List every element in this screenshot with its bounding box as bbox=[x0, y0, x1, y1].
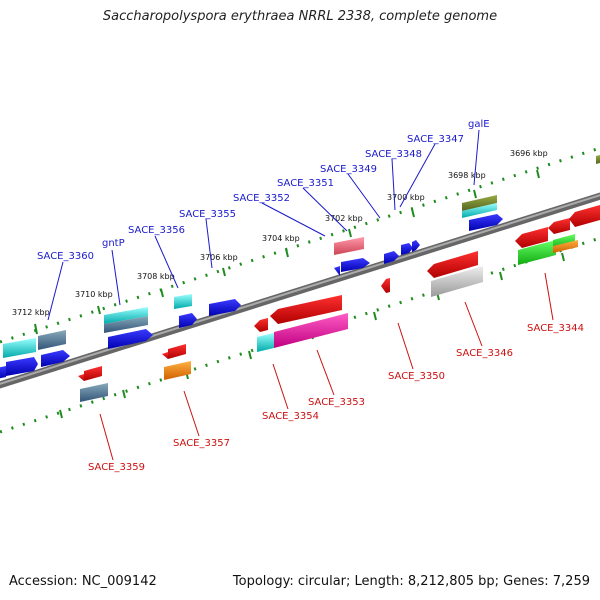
gene-box bbox=[462, 203, 497, 218]
genome-backbone-highlight bbox=[0, 194, 600, 385]
bottom-leader-lines bbox=[99, 272, 554, 461]
gene-box bbox=[553, 240, 578, 253]
gene-label-bottom: SACE_3359 bbox=[88, 462, 145, 473]
accession-label: Accession: NC_009142 bbox=[9, 574, 157, 589]
gene-arrow bbox=[209, 299, 241, 316]
gene-box bbox=[174, 294, 192, 309]
gene-label-top: SACE_3349 bbox=[320, 164, 377, 175]
gene-label-top: gntP bbox=[102, 238, 125, 249]
kbp-label: 3710 kbp bbox=[75, 290, 113, 299]
gene-arrow bbox=[84, 366, 102, 381]
genome-title: Saccharopolyspora erythraea NRRL 2338, c… bbox=[102, 9, 498, 24]
gene-box bbox=[164, 361, 191, 380]
gene-label-bottom: SACE_3353 bbox=[308, 397, 365, 408]
gene-label-top: SACE_3352 bbox=[233, 193, 290, 204]
kbp-label: 3704 kbp bbox=[262, 234, 300, 243]
kbp-label: 3706 kbp bbox=[200, 253, 238, 262]
kbp-label: 3696 kbp bbox=[510, 149, 548, 158]
gene-label-bottom: SACE_3346 bbox=[456, 348, 513, 359]
gene-box bbox=[38, 330, 66, 350]
gene-label-top: SACE_3355 bbox=[179, 209, 236, 220]
gene-label-bottom: SACE_3344 bbox=[527, 323, 584, 334]
gene-label-top: SACE_3356 bbox=[128, 225, 185, 236]
gene-box bbox=[104, 316, 148, 333]
gene-label-top: galE bbox=[468, 119, 490, 130]
gene-box bbox=[257, 333, 274, 352]
gene-arrow bbox=[78, 374, 84, 381]
kbp-label: 3712 kbp bbox=[12, 308, 50, 317]
kbp-label: 3700 kbp bbox=[387, 193, 425, 202]
gene-arrow bbox=[41, 350, 70, 367]
gene-box bbox=[3, 338, 36, 358]
gene-label-top: SACE_3351 bbox=[277, 178, 334, 189]
gene-arrow bbox=[515, 227, 548, 248]
kbp-label: 3698 kbp bbox=[448, 171, 486, 180]
gene-arrow bbox=[162, 352, 168, 359]
gene-box bbox=[334, 237, 364, 255]
gene-label-bottom: SACE_3354 bbox=[262, 411, 319, 422]
gene-box bbox=[104, 307, 148, 324]
gene-arrow bbox=[384, 251, 399, 264]
gene-arrow bbox=[270, 295, 342, 324]
kbp-label: 3708 kbp bbox=[137, 272, 175, 281]
gene-arrow bbox=[381, 278, 390, 293]
top-leader-lines bbox=[47, 129, 480, 321]
gene-label-top: SACE_3360 bbox=[37, 251, 94, 262]
gene-arrow bbox=[254, 318, 268, 332]
gene-box bbox=[596, 155, 600, 164]
gene-arrow bbox=[0, 366, 6, 379]
gene-arrow bbox=[6, 357, 38, 376]
gene-arrow bbox=[569, 205, 600, 227]
gene-arrow bbox=[108, 329, 153, 349]
gene-box bbox=[431, 266, 483, 297]
gene-label-bottom: SACE_3357 bbox=[173, 438, 230, 449]
gene-arrow bbox=[548, 218, 570, 234]
gene-arrow bbox=[469, 214, 503, 231]
gene-label-top: SACE_3347 bbox=[407, 134, 464, 145]
gene-arrow bbox=[179, 313, 197, 328]
gene-box bbox=[80, 383, 108, 402]
bottom-genes bbox=[78, 155, 600, 402]
gene-arrow bbox=[168, 344, 186, 359]
gene-label-top: SACE_3348 bbox=[365, 149, 422, 160]
gene-box bbox=[518, 240, 556, 265]
gene-arrow bbox=[427, 251, 478, 278]
gene-box bbox=[274, 313, 348, 348]
gene-arrow bbox=[334, 266, 340, 276]
genome-summary: Topology: circular; Length: 8,212,805 bp… bbox=[232, 574, 590, 589]
gene-box bbox=[462, 195, 497, 211]
gene-arrow bbox=[341, 258, 370, 272]
gene-label-bottom: SACE_3350 bbox=[388, 371, 445, 382]
kbp-label: 3702 kbp bbox=[325, 214, 363, 223]
top-genes bbox=[0, 195, 503, 379]
gene-arrow bbox=[412, 240, 420, 252]
gene-arrow bbox=[401, 243, 413, 255]
